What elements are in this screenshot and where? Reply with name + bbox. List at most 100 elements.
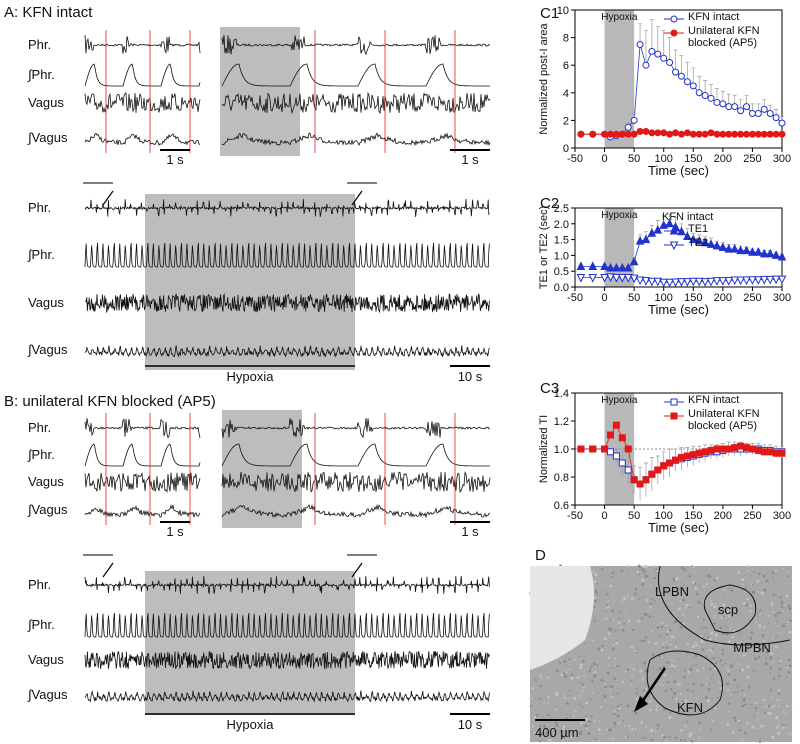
x-tick-label: 50 xyxy=(628,510,640,522)
texture xyxy=(543,731,545,734)
legend-entry: Unilateral KFN blocked (AP5) xyxy=(688,408,760,432)
texture xyxy=(668,735,671,738)
marker xyxy=(624,466,632,474)
texture xyxy=(533,731,537,734)
texture xyxy=(562,725,566,729)
texture xyxy=(737,662,740,665)
marker xyxy=(725,103,733,111)
texture xyxy=(611,695,614,699)
marker xyxy=(612,274,621,283)
texture xyxy=(731,628,734,630)
texture xyxy=(635,584,637,586)
texture xyxy=(755,727,757,730)
texture xyxy=(670,664,674,668)
hypoxia-shade xyxy=(145,571,355,715)
texture xyxy=(769,666,773,670)
trace xyxy=(84,92,201,113)
texture xyxy=(686,642,689,646)
trace-label: Phr. xyxy=(28,420,51,435)
texture xyxy=(665,624,668,627)
texture xyxy=(645,598,649,602)
trace xyxy=(84,292,490,314)
marker xyxy=(606,273,615,283)
texture xyxy=(592,662,596,666)
texture xyxy=(573,674,575,677)
marker xyxy=(648,47,656,55)
texture xyxy=(713,605,717,609)
marker xyxy=(600,274,609,283)
texture xyxy=(579,730,582,734)
texture xyxy=(760,591,764,595)
marker xyxy=(766,110,774,117)
hypoxia-shade xyxy=(222,410,302,528)
texture xyxy=(756,718,759,721)
texture xyxy=(626,668,630,671)
panel-label: C3 xyxy=(540,380,559,397)
texture xyxy=(654,642,658,646)
texture xyxy=(660,625,664,629)
marker xyxy=(777,275,787,285)
marker xyxy=(606,262,615,272)
texture xyxy=(662,646,665,649)
texture xyxy=(688,575,692,578)
texture xyxy=(697,600,701,604)
y-tick-label: 0 xyxy=(563,143,569,155)
arrow xyxy=(102,562,114,578)
texture xyxy=(678,626,681,628)
region-label: scp xyxy=(718,602,738,617)
texture xyxy=(637,619,640,623)
marker xyxy=(641,234,651,244)
texture xyxy=(567,730,570,733)
texture xyxy=(665,646,669,649)
trace xyxy=(84,443,201,467)
texture xyxy=(770,602,774,606)
texture xyxy=(545,731,548,734)
texture xyxy=(681,616,683,618)
texture xyxy=(673,611,675,614)
texture xyxy=(616,714,620,718)
texture xyxy=(702,585,705,589)
texture xyxy=(786,666,789,669)
texture xyxy=(644,574,648,578)
texture xyxy=(781,724,784,727)
marker xyxy=(630,476,638,484)
texture xyxy=(741,739,744,742)
texture xyxy=(741,598,743,601)
texture xyxy=(535,713,539,717)
texture xyxy=(788,664,792,667)
texture xyxy=(641,676,644,679)
texture xyxy=(780,605,784,608)
marker xyxy=(660,462,668,470)
texture xyxy=(698,721,701,725)
texture xyxy=(726,610,731,614)
boundary xyxy=(703,584,757,634)
texture xyxy=(781,726,785,729)
texture xyxy=(618,618,621,621)
texture xyxy=(755,621,757,624)
texture xyxy=(746,721,749,725)
texture xyxy=(785,594,789,598)
texture xyxy=(675,697,678,701)
texture xyxy=(648,615,651,618)
texture xyxy=(664,689,668,693)
texture xyxy=(591,692,594,694)
marker xyxy=(778,449,786,457)
marker xyxy=(588,274,598,283)
texture xyxy=(607,600,610,603)
texture xyxy=(707,574,711,578)
marker xyxy=(665,278,674,288)
texture xyxy=(759,609,762,612)
texture xyxy=(714,661,718,665)
marker xyxy=(660,54,668,62)
marker xyxy=(719,130,727,138)
texture xyxy=(731,635,734,639)
texture xyxy=(661,656,664,659)
texture xyxy=(741,704,744,708)
texture xyxy=(688,606,691,609)
texture xyxy=(739,669,742,672)
texture xyxy=(786,704,789,708)
marker xyxy=(694,236,704,245)
scale-label: 400 µm xyxy=(535,725,579,740)
texture xyxy=(628,725,630,728)
texture xyxy=(641,617,644,620)
